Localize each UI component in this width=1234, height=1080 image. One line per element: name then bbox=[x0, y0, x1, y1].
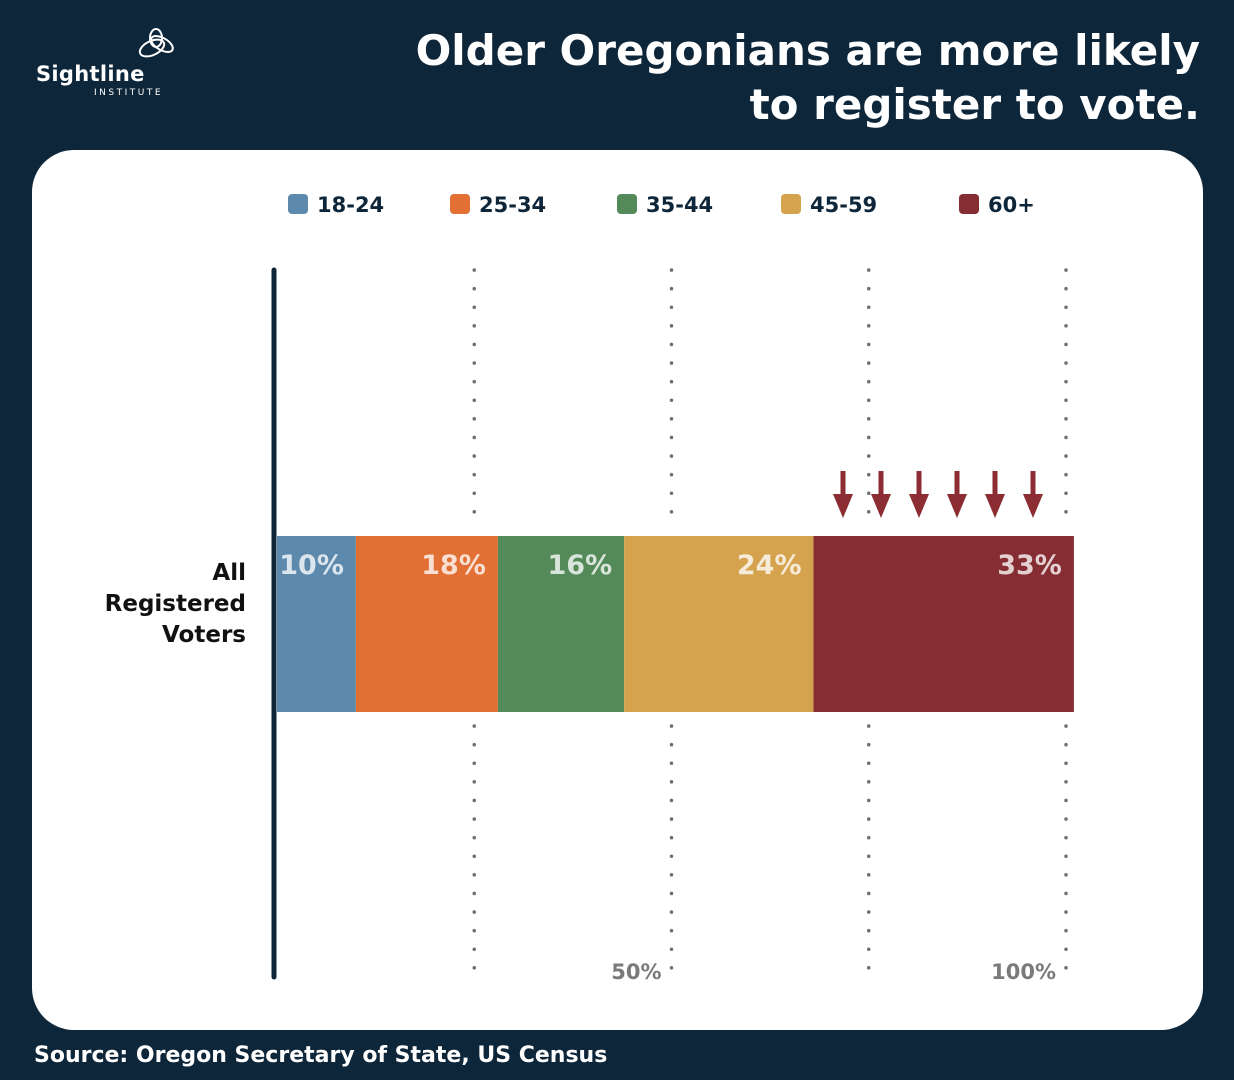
legend-label-45-59: 45-59 bbox=[810, 193, 877, 217]
legend-label-60+: 60+ bbox=[988, 193, 1035, 217]
down-arrow-icon bbox=[833, 471, 853, 518]
data-label-60+: 33% bbox=[997, 550, 1062, 581]
logo-name: Sightline bbox=[36, 62, 145, 86]
down-arrow-shaft bbox=[992, 471, 998, 497]
legend-swatch-60+ bbox=[959, 194, 979, 214]
chart-title-line-2: to register to vote. bbox=[749, 80, 1200, 129]
tick-label-100: 100% bbox=[991, 960, 1056, 984]
down-arrow-icon bbox=[947, 471, 967, 518]
legend-label-35-44: 35-44 bbox=[646, 193, 713, 217]
sightline-logo: Sightline INSTITUTE bbox=[36, 26, 186, 101]
down-arrow-head bbox=[1023, 494, 1043, 518]
down-arrow-shaft bbox=[840, 471, 846, 497]
down-arrow-shaft bbox=[954, 471, 960, 497]
down-arrow-head bbox=[833, 494, 853, 518]
down-arrow-icon bbox=[909, 471, 929, 518]
legend-label-18-24: 18-24 bbox=[317, 193, 384, 217]
bar-segment-18-24 bbox=[277, 536, 356, 712]
chart-title-line-1: Older Oregonians are more likely bbox=[415, 26, 1200, 75]
category-label-line-2: Registered bbox=[105, 591, 246, 617]
tick-label-50: 50% bbox=[611, 960, 661, 984]
bar-segment-45-59 bbox=[624, 536, 814, 712]
down-arrow-head bbox=[871, 494, 891, 518]
down-arrow-icon bbox=[871, 471, 891, 518]
category-label-line-1: All bbox=[212, 560, 246, 586]
data-label-45-59: 24% bbox=[737, 550, 802, 581]
data-label-35-44: 16% bbox=[548, 550, 613, 581]
down-arrow-head bbox=[947, 494, 967, 518]
down-arrow-head bbox=[985, 494, 1005, 518]
legend-swatch-25-34 bbox=[450, 194, 470, 214]
data-label-25-34: 18% bbox=[421, 550, 486, 581]
sightline-swirl-icon bbox=[138, 28, 174, 58]
down-arrow-icon bbox=[985, 471, 1005, 518]
down-arrow-icon bbox=[1023, 471, 1043, 518]
logo-subtitle: INSTITUTE bbox=[94, 88, 164, 98]
chart-title: Older Oregonians are more likely to regi… bbox=[300, 24, 1200, 132]
down-arrow-head bbox=[909, 494, 929, 518]
down-arrow-shaft bbox=[1030, 471, 1036, 497]
source-note: Source: Oregon Secretary of State, US Ce… bbox=[34, 1043, 608, 1068]
legend-swatch-35-44 bbox=[617, 194, 637, 214]
legend-swatch-45-59 bbox=[781, 194, 801, 214]
bar-segment-35-44 bbox=[497, 536, 625, 712]
category-label-line-3: Voters bbox=[162, 622, 246, 648]
down-arrow-shaft bbox=[878, 471, 884, 497]
data-label-18-24: 10% bbox=[279, 550, 344, 581]
down-arrow-shaft bbox=[916, 471, 922, 497]
legend-label-25-34: 25-34 bbox=[479, 193, 546, 217]
legend-swatch-18-24 bbox=[288, 194, 308, 214]
bar-segment-25-34 bbox=[355, 536, 498, 712]
bar-segment-60+ bbox=[813, 536, 1074, 712]
